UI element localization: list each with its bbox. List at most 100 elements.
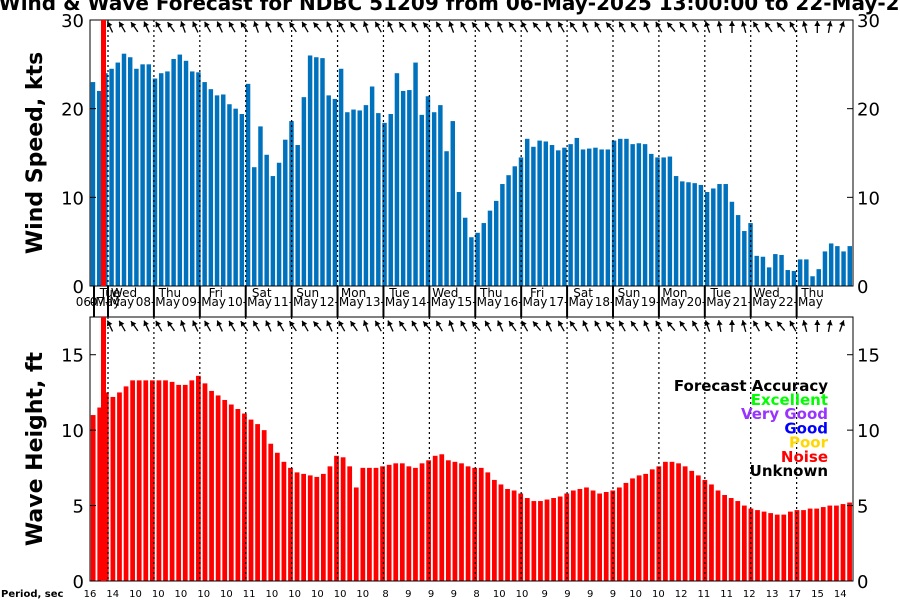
- wave-bars: [90, 375, 852, 581]
- bar: [618, 138, 623, 286]
- bar: [500, 184, 505, 286]
- bar: [568, 144, 573, 286]
- bar: [593, 147, 598, 286]
- period-value: 9: [428, 589, 434, 600]
- bar: [103, 392, 109, 581]
- direction-arrow: [312, 21, 322, 33]
- bar: [549, 145, 555, 286]
- direction-arrow: [497, 320, 504, 332]
- bar: [577, 488, 583, 581]
- direction-arrow: [729, 21, 735, 33]
- bar: [760, 256, 766, 286]
- bar: [663, 461, 668, 581]
- legend-item: Noise: [781, 448, 828, 466]
- bar: [176, 384, 182, 581]
- bar: [357, 110, 362, 286]
- direction-arrow: [130, 21, 139, 33]
- bar: [538, 501, 543, 581]
- bar: [623, 482, 629, 581]
- period-value: 10: [197, 589, 210, 600]
- bar: [597, 493, 602, 581]
- direction-arrow: [460, 21, 468, 33]
- bar: [511, 490, 517, 581]
- period-value: 10: [311, 589, 324, 600]
- bar: [686, 182, 691, 286]
- bar: [493, 200, 499, 286]
- bar: [351, 109, 356, 286]
- day-date-label: 15-May: [457, 295, 501, 309]
- bar: [388, 113, 393, 287]
- bar: [472, 467, 478, 581]
- direction-arrow: [582, 320, 589, 332]
- bar: [208, 89, 214, 286]
- day-weekday-label: Sun: [618, 286, 641, 300]
- bar: [676, 463, 681, 581]
- bar: [702, 479, 708, 581]
- direction-arrow: [143, 320, 150, 332]
- direction-arrow: [326, 320, 333, 332]
- day-weekday-label: Fri: [530, 286, 544, 300]
- direction-arrow: [240, 320, 249, 332]
- day-date-label: 07-May: [90, 295, 134, 309]
- bar: [722, 495, 727, 581]
- bar: [347, 466, 353, 581]
- bar: [779, 254, 784, 286]
- bar: [146, 64, 152, 286]
- bar: [804, 259, 809, 286]
- bar: [555, 150, 561, 286]
- bar: [190, 71, 195, 287]
- direction-arrow: [545, 320, 553, 332]
- bar: [444, 151, 449, 286]
- direction-arrow: [679, 21, 688, 33]
- y-tick-label: 10: [61, 188, 84, 209]
- bar: [393, 463, 399, 581]
- direction-arrow: [521, 320, 529, 332]
- direction-arrow: [362, 320, 369, 332]
- bar: [682, 466, 688, 581]
- wave-day-gridlines: [107, 317, 798, 581]
- bar: [283, 139, 288, 286]
- direction-arrow: [594, 320, 602, 332]
- direction-arrow: [471, 320, 481, 332]
- direction-arrow: [594, 21, 602, 33]
- period-value: 14: [106, 589, 119, 600]
- day-weekday-label: Sat: [573, 286, 593, 300]
- bar: [587, 148, 592, 286]
- bar: [419, 114, 424, 287]
- period-value: 9: [405, 589, 411, 600]
- direction-arrow: [618, 320, 626, 332]
- bar: [766, 267, 772, 286]
- day-date-label: 06-May: [76, 295, 120, 309]
- bar: [152, 78, 158, 287]
- period-value: 17: [788, 589, 801, 600]
- bar: [227, 104, 232, 286]
- legend-item: Poor: [789, 434, 829, 452]
- wind-direction-arrows: [106, 20, 845, 34]
- bar: [407, 90, 412, 286]
- direction-arrow: [691, 320, 699, 332]
- bar: [202, 82, 207, 286]
- bar: [774, 514, 780, 581]
- direction-arrow: [666, 21, 676, 33]
- bar: [406, 466, 412, 581]
- direction-arrow: [557, 320, 565, 332]
- direction-arrow: [643, 320, 650, 332]
- y-tick-label: 30: [61, 11, 84, 32]
- bar: [177, 54, 183, 286]
- bar: [794, 510, 800, 581]
- bar: [90, 82, 96, 286]
- bar: [363, 105, 369, 287]
- direction-arrow: [557, 21, 565, 33]
- y-tick-label: 0: [857, 277, 868, 298]
- legend-item: Unknown: [750, 462, 828, 480]
- bar: [373, 467, 379, 581]
- bar: [307, 55, 313, 286]
- bar: [841, 251, 846, 286]
- direction-arrow: [741, 320, 747, 332]
- wave-axes-box: [89, 316, 854, 582]
- day-date-label: 13-May: [365, 295, 409, 309]
- bar: [456, 192, 462, 286]
- bar: [624, 138, 629, 286]
- bar: [209, 390, 214, 581]
